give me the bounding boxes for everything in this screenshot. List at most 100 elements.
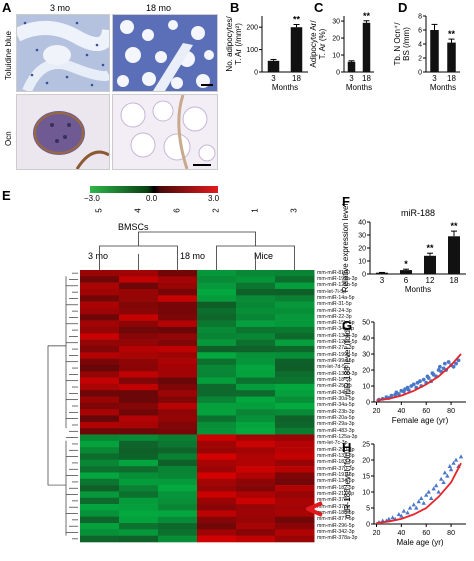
data-point-h: [451, 460, 456, 465]
heatmap-cell: [80, 485, 120, 492]
heatmap-cell: [80, 402, 120, 410]
heatmap-cell: [119, 345, 159, 353]
heatmap-cell: [119, 270, 159, 277]
y-tick-label-d: 2: [418, 56, 422, 63]
heatmap-cell: [236, 307, 276, 315]
y-tick-label-f: 20: [358, 246, 366, 253]
x-tick-label-g: 80: [447, 408, 455, 415]
heatmap-cell: [197, 358, 237, 366]
heatmap-cell: [275, 352, 315, 359]
heatmap-cell: [197, 434, 237, 442]
heatmap-cell: [80, 301, 120, 309]
heatmap-cell: [275, 326, 315, 334]
heatmap-cell: [275, 491, 315, 499]
heatmap-cell: [236, 320, 276, 328]
mirna-label: mm-miR-18-5p: [317, 377, 352, 384]
heatmap-cell: [236, 402, 276, 410]
mirna-label: mm-miR-125a-3p: [317, 434, 358, 441]
heatmap-cell: [158, 390, 198, 397]
micrograph-ocn-3mo: [16, 94, 110, 170]
heatmap-cell: [275, 516, 315, 524]
heatmap-cell: [275, 485, 315, 492]
legend-min-label: −3.0: [84, 194, 100, 203]
mirna-label: mm-miR-378d: [317, 497, 350, 504]
heatmap-cell: [80, 377, 120, 385]
data-point-h: [448, 467, 454, 472]
heatmap-cell: [275, 504, 315, 511]
data-point-h: [445, 473, 450, 478]
mirna-label: mm-miR-25-3p: [317, 383, 352, 390]
heatmap-cell: [119, 402, 159, 410]
heatmap-cell: [275, 383, 315, 391]
heatmap-cell: [197, 472, 237, 480]
mirna-label: mm-miR-14a-5p: [317, 294, 355, 301]
significance-d: **: [448, 29, 456, 39]
heatmap-cell: [197, 377, 237, 385]
heatmap-cell: [197, 421, 237, 429]
heatmap-cell: [197, 314, 237, 321]
heatmap-cell: [275, 358, 315, 366]
y-tick-label-h: 25: [362, 442, 370, 449]
heatmap-cell: [197, 345, 237, 353]
y-tick-label-c: 30: [332, 19, 340, 26]
heatmap-cell: [119, 478, 159, 486]
data-point-g: [389, 393, 394, 398]
heatmap-cell: [119, 504, 159, 511]
heatmap-cell: [119, 415, 159, 423]
group-label-18mo: 18 mo: [180, 251, 206, 261]
y-axis-label-c: Adipocyte Ar/T. Ar (%): [309, 20, 327, 68]
heatmap-cell: [236, 377, 276, 385]
panel-label-f: F: [342, 194, 350, 209]
heatmap-cell: [119, 428, 159, 435]
y-tick-label-d: 6: [418, 28, 422, 35]
mirna-label: mm-miR-29a-3p: [317, 421, 355, 428]
data-point-h: [419, 496, 424, 500]
heatmap-cell: [197, 326, 237, 334]
x-tick-label-g: 60: [422, 408, 430, 415]
dendrogram-trunk: [47, 276, 67, 536]
heatmap-cell: [119, 459, 159, 467]
mirna-label: mm-miR-188-5p: [317, 509, 355, 516]
heatmap-cell: [197, 270, 237, 277]
heatmap-cell: [158, 497, 198, 505]
heatmap-cell: [197, 447, 237, 454]
x-axis-label-h: Male age (yr): [396, 538, 443, 547]
heatmap-cell: [80, 415, 120, 423]
bar-f: [400, 270, 412, 274]
heatmap-cell: [236, 440, 276, 448]
heatmap-cell: [275, 333, 315, 340]
heatmap-cell: [80, 428, 120, 435]
mirna-label: mm-let-7c-3p: [317, 440, 348, 447]
heatmap-cell: [236, 314, 276, 321]
data-point-h: [405, 510, 410, 515]
heatmap-cell: [80, 478, 120, 486]
heatmap-cell: [236, 301, 276, 309]
mirna-label: mm-miR-34a-5p: [317, 402, 355, 409]
heatmap-cell: [158, 434, 198, 442]
heatmap-cell: [236, 364, 276, 372]
heatmap-cell: [236, 326, 276, 334]
mirna-label: mm-miR-130b-3p: [317, 332, 358, 339]
heatmap-cell: [80, 333, 120, 340]
heatmap-cell: [275, 497, 315, 505]
heatmap-cell: [119, 295, 159, 302]
heatmap-cell: [80, 529, 120, 536]
heatmap-cell: [158, 301, 198, 309]
heatmap-cell: [197, 371, 237, 378]
heatmap-cell: [158, 440, 198, 448]
heatmap-cell: [80, 491, 120, 499]
data-point-h: [453, 457, 459, 462]
heatmap-cell: [119, 440, 159, 448]
panel-label-d: D: [398, 0, 408, 15]
heatmap-cell: [158, 333, 198, 340]
y-axis-label-line: BS (/mm): [402, 27, 411, 61]
data-point-h: [424, 492, 429, 497]
heatmap-cell: [236, 478, 276, 486]
mirna-label: mm-miR-34c-5p: [317, 326, 355, 333]
heatmap-cell: [275, 447, 315, 454]
y-tick-label-b: 100: [246, 47, 258, 54]
heatmap-cell: [197, 383, 237, 391]
heatmap-cell: [158, 326, 198, 334]
heatmap-cell: [119, 453, 159, 461]
heatmap-cell: [236, 352, 276, 359]
